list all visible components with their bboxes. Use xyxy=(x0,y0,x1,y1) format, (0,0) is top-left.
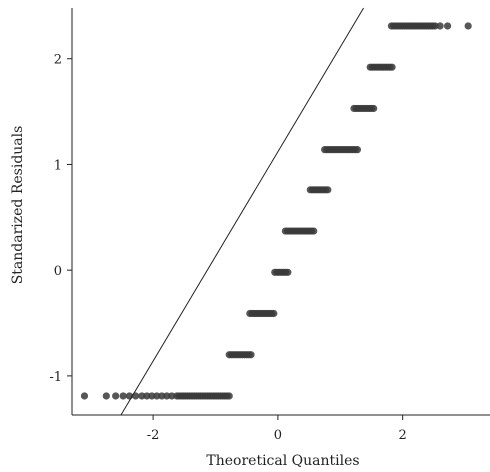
y-tick-label: 2 xyxy=(54,53,62,68)
data-point xyxy=(102,392,110,400)
data-point xyxy=(143,392,151,400)
y-tick-label: 1 xyxy=(54,158,62,173)
data-point xyxy=(153,392,161,400)
data-point xyxy=(464,22,472,30)
data-point xyxy=(324,186,332,194)
data-point xyxy=(284,268,292,276)
data-point xyxy=(270,309,278,318)
y-axis-title: Standarized Residuals xyxy=(10,126,26,285)
y-tick-label: 0 xyxy=(54,264,62,279)
data-point xyxy=(225,392,233,400)
data-point xyxy=(138,392,146,400)
data-point xyxy=(148,392,156,400)
reference-line xyxy=(120,7,365,416)
x-axis-title: Theoretical Quantiles xyxy=(206,453,359,469)
points-layer xyxy=(80,22,472,400)
x-tick-label: -2 xyxy=(147,428,160,443)
data-point xyxy=(119,392,127,400)
x-tick-label: 2 xyxy=(399,428,407,443)
data-point xyxy=(158,392,166,400)
data-point xyxy=(163,392,171,400)
data-point xyxy=(370,104,378,113)
data-point xyxy=(436,22,444,30)
data-point xyxy=(132,392,140,400)
data-point xyxy=(112,392,120,400)
y-tick-label: -1 xyxy=(49,370,62,385)
data-point xyxy=(168,392,176,400)
data-point xyxy=(310,227,318,235)
y-axis-ticks: -1 0 1 2 xyxy=(49,53,72,385)
data-point xyxy=(443,22,452,30)
data-point xyxy=(247,351,255,359)
data-point xyxy=(80,392,89,400)
data-point xyxy=(431,22,439,30)
x-axis-ticks: -2 0 2 xyxy=(147,415,407,443)
data-point xyxy=(353,146,362,154)
x-tick-label: 0 xyxy=(274,428,282,443)
data-point xyxy=(388,63,396,71)
